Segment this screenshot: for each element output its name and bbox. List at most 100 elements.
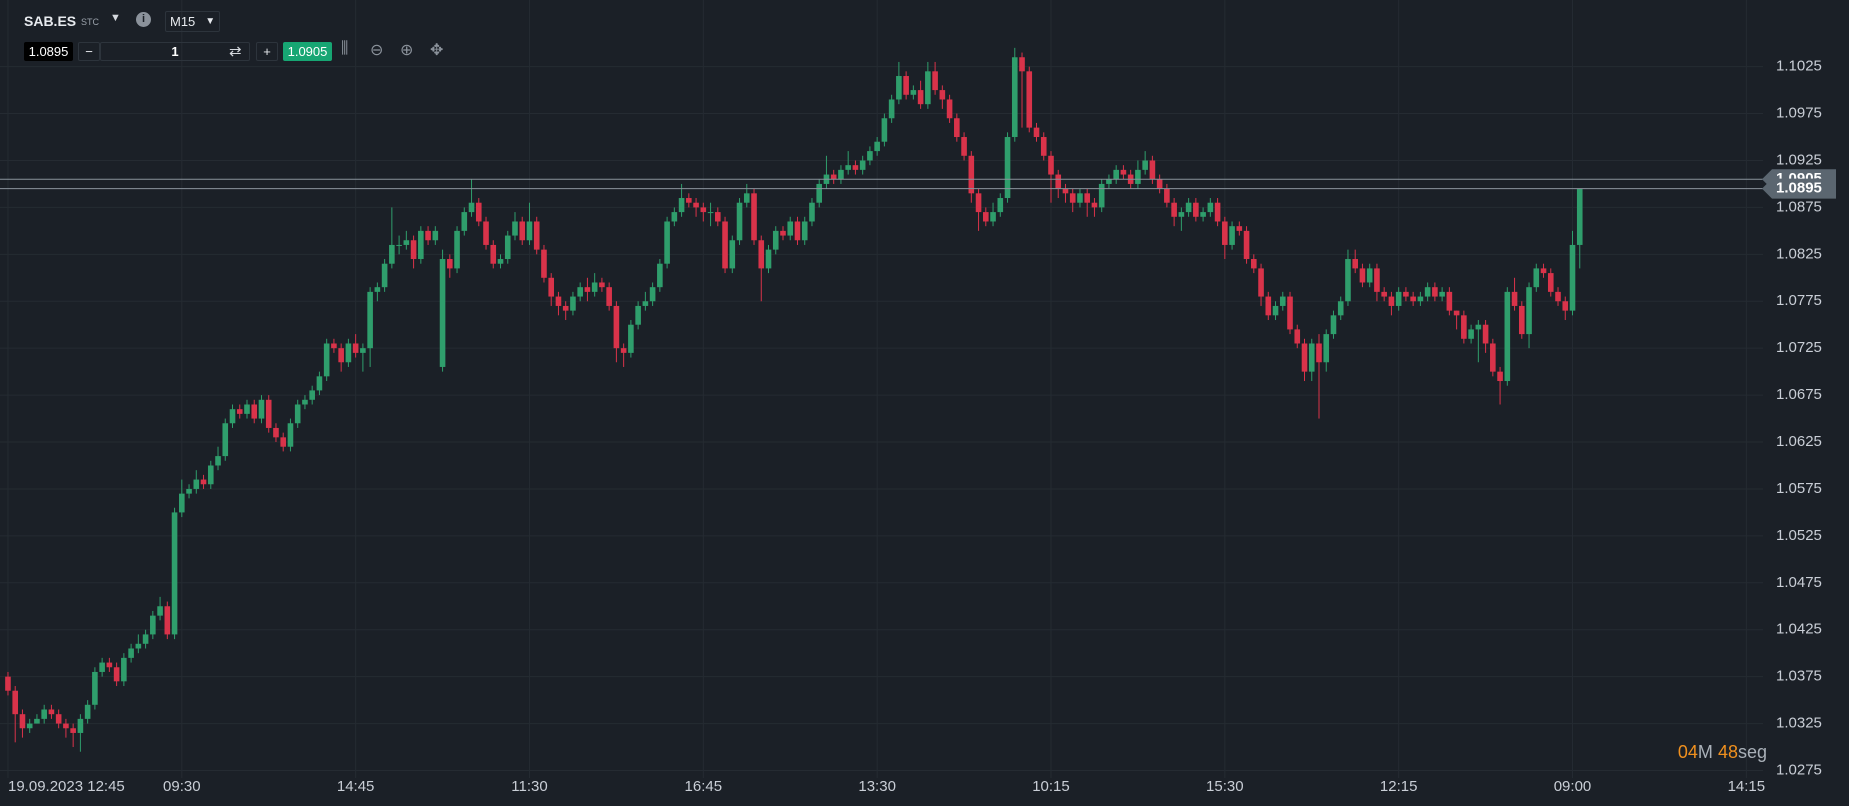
plus-button[interactable]: + bbox=[256, 42, 278, 61]
bid-price-tag bbox=[1762, 178, 1836, 199]
candle-body bbox=[490, 244, 497, 264]
candle-body bbox=[649, 287, 656, 302]
x-tick-label: 16:45 bbox=[685, 778, 723, 795]
candle-body bbox=[939, 90, 946, 100]
refresh-icon[interactable]: ⇄ bbox=[229, 43, 242, 60]
candle-body bbox=[707, 212, 714, 214]
candle-body bbox=[816, 183, 823, 203]
x-tick-label: 12:15 bbox=[1380, 778, 1418, 795]
chart-type-icon[interactable]: ⫼ bbox=[341, 40, 349, 57]
candle-body bbox=[599, 282, 605, 288]
y-tick-label: 1.0825 bbox=[1776, 245, 1822, 262]
candle-body bbox=[280, 437, 287, 447]
quantity-input[interactable]: 1 bbox=[100, 42, 250, 61]
candle-body bbox=[12, 690, 19, 715]
pan-icon[interactable]: ✥ bbox=[430, 42, 444, 59]
candle-body bbox=[1337, 301, 1344, 316]
candle-body bbox=[157, 606, 163, 616]
candle-body bbox=[533, 221, 540, 250]
buy-button[interactable]: 1.0905 bbox=[283, 42, 332, 61]
candle-body bbox=[244, 404, 250, 414]
y-tick-label: 1.0375 bbox=[1776, 668, 1822, 685]
candle-body bbox=[562, 305, 569, 311]
x-tick-label: 13:30 bbox=[858, 778, 896, 795]
candle-body bbox=[765, 249, 772, 269]
candle-body bbox=[468, 202, 475, 213]
y-tick-label: 1.0425 bbox=[1776, 621, 1822, 638]
candle-body bbox=[302, 399, 308, 405]
candle-body bbox=[780, 230, 786, 236]
candle-body bbox=[229, 409, 236, 424]
candle-body bbox=[541, 249, 547, 278]
candle-body bbox=[396, 244, 402, 246]
candle-body bbox=[236, 409, 243, 414]
candle-body bbox=[113, 667, 120, 682]
y-tick-label: 1.0775 bbox=[1776, 292, 1822, 309]
candle-body bbox=[1048, 155, 1054, 175]
candle-body bbox=[1439, 291, 1445, 297]
candle-body bbox=[1091, 202, 1098, 208]
candle-body bbox=[1069, 193, 1076, 203]
candle-body bbox=[1207, 202, 1214, 213]
candle-body bbox=[1323, 334, 1330, 363]
candle-body bbox=[26, 723, 33, 729]
candle-body bbox=[1084, 193, 1091, 203]
y-tick-label: 1.0475 bbox=[1776, 574, 1822, 591]
candle-body bbox=[736, 202, 743, 241]
candle-body bbox=[548, 277, 555, 297]
x-tick-label: 14:45 bbox=[337, 778, 375, 795]
candle-body bbox=[1519, 305, 1525, 335]
candle-body bbox=[258, 399, 265, 419]
candle-body bbox=[881, 118, 888, 142]
candle-body bbox=[1511, 291, 1518, 306]
candle-body bbox=[251, 404, 258, 419]
candle-body bbox=[215, 456, 221, 466]
symbol[interactable]: SAB.ES bbox=[24, 13, 77, 29]
candle-body bbox=[751, 193, 757, 241]
candle-body bbox=[84, 704, 91, 719]
candle-body bbox=[41, 709, 47, 719]
candle-body bbox=[1004, 137, 1011, 199]
candle-body bbox=[925, 71, 931, 105]
candle-body bbox=[1019, 57, 1025, 72]
zoom-out-icon[interactable]: ⊖ bbox=[370, 42, 384, 59]
candle-body bbox=[1345, 259, 1351, 302]
candle-body bbox=[186, 488, 192, 494]
minus-button[interactable]: − bbox=[78, 42, 100, 61]
candle-body bbox=[1279, 296, 1286, 306]
candle-body bbox=[1446, 291, 1453, 311]
timeframe-select[interactable]: M15 ▼ bbox=[165, 11, 220, 32]
candle-body bbox=[555, 296, 562, 306]
candle-body bbox=[381, 263, 388, 288]
candle-body bbox=[519, 221, 526, 241]
candle-body bbox=[1265, 296, 1272, 316]
candle-body bbox=[1142, 160, 1148, 170]
candle-body bbox=[1366, 268, 1373, 283]
candle-body bbox=[200, 479, 207, 485]
candle-body bbox=[99, 662, 105, 672]
countdown-minutes: 04 bbox=[1677, 742, 1698, 762]
x-tick-label: 15:30 bbox=[1206, 778, 1244, 795]
candle-body bbox=[743, 193, 750, 203]
candle-body bbox=[179, 493, 185, 513]
candle-body bbox=[1200, 212, 1206, 217]
candle-body bbox=[664, 221, 670, 264]
candle-body bbox=[1193, 202, 1199, 217]
candle-body bbox=[678, 198, 685, 213]
candle-body bbox=[273, 427, 279, 438]
candle-body bbox=[526, 221, 533, 241]
symbol-dropdown[interactable]: ▼ bbox=[110, 12, 121, 24]
info-icon[interactable]: i bbox=[136, 12, 151, 27]
candle-body bbox=[367, 291, 373, 349]
candle-body bbox=[1424, 287, 1431, 297]
sell-button[interactable]: 1.0895 bbox=[24, 42, 73, 61]
candle-body bbox=[1026, 71, 1033, 128]
candle-body bbox=[331, 343, 337, 349]
candle-body bbox=[5, 676, 11, 691]
zoom-in-icon[interactable]: ⊕ bbox=[400, 42, 414, 59]
candle-body bbox=[1395, 291, 1402, 306]
candle-body bbox=[686, 198, 692, 203]
candle-body bbox=[867, 151, 873, 161]
